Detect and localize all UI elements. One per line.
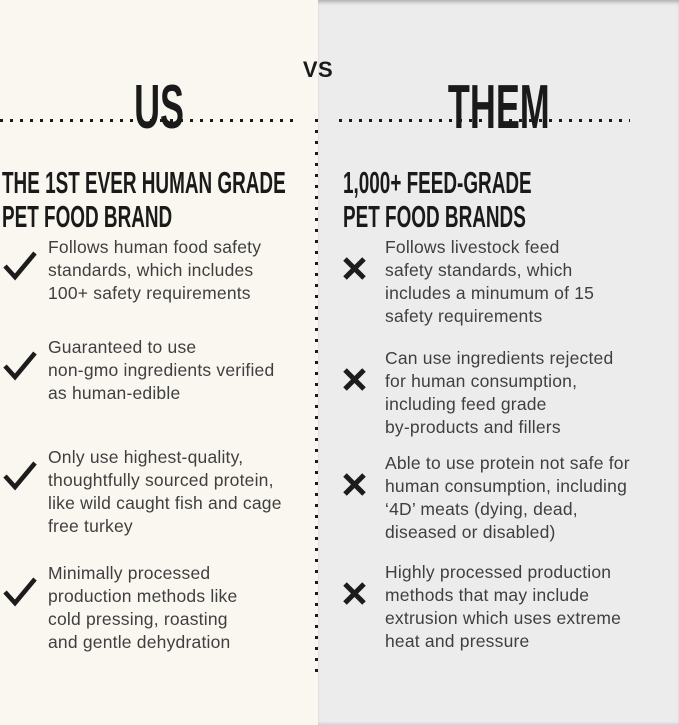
- them-title-text: THEM: [447, 72, 550, 142]
- vs-label: VS: [302, 57, 334, 82]
- x-icon: [342, 561, 385, 606]
- them-item-text: Follows livestock feed safety standards,…: [385, 237, 595, 326]
- us-title-text: US: [134, 72, 184, 142]
- us-title: US: [0, 72, 318, 142]
- them-title: THEM: [318, 72, 679, 142]
- check-icon: [2, 336, 48, 382]
- check-icon: [2, 236, 48, 282]
- them-heading: 1,000+ FEED-GRADE PET FOOD BRANDS: [343, 164, 652, 234]
- vertical-dotted-divider: [315, 119, 318, 680]
- them-list-item: Able to use protein not safe for human c…: [342, 452, 672, 544]
- us-heading: THE 1ST EVER HUMAN GRADE PET FOOD BRAND: [2, 164, 467, 234]
- us-item-text: Follows human food safety standards, whi…: [48, 237, 262, 303]
- us-item-text: Only use highest-quality, thoughtfully s…: [48, 447, 282, 536]
- us-list-item: Minimally processed production methods l…: [2, 562, 308, 654]
- check-icon: [2, 562, 48, 608]
- us-list-item: Guaranteed to use non-gmo ingredients ve…: [2, 336, 308, 405]
- them-dotted-divider: [339, 119, 630, 122]
- them-heading-text: 1,000+ FEED-GRADE PET FOOD BRANDS: [343, 164, 532, 234]
- them-column: THEM 1,000+ FEED-GRADE PET FOOD BRANDS F…: [318, 0, 679, 725]
- them-item-text: Can use ingredients rejected for human c…: [385, 348, 614, 437]
- them-item-text: Highly processed production methods that…: [385, 562, 622, 651]
- us-list-item: Only use highest-quality, thoughtfully s…: [2, 446, 308, 538]
- them-list-item: Follows livestock feed safety standards,…: [342, 236, 672, 328]
- check-icon: [2, 446, 48, 492]
- them-list-item: Can use ingredients rejected for human c…: [342, 347, 672, 439]
- us-item-text: Guaranteed to use non-gmo ingredients ve…: [48, 337, 275, 403]
- x-icon: [342, 347, 385, 392]
- us-heading-text: THE 1ST EVER HUMAN GRADE PET FOOD BRAND: [2, 164, 286, 234]
- us-list-item: Follows human food safety standards, whi…: [2, 236, 308, 305]
- us-column: US THE 1ST EVER HUMAN GRADE PET FOOD BRA…: [0, 0, 318, 725]
- x-icon: [342, 236, 385, 281]
- us-item-text: Minimally processed production methods l…: [48, 563, 238, 652]
- us-dotted-divider: [0, 119, 293, 122]
- x-icon: [342, 452, 385, 497]
- them-list-item: Highly processed production methods that…: [342, 561, 672, 653]
- them-item-text: Able to use protein not safe for human c…: [385, 453, 630, 542]
